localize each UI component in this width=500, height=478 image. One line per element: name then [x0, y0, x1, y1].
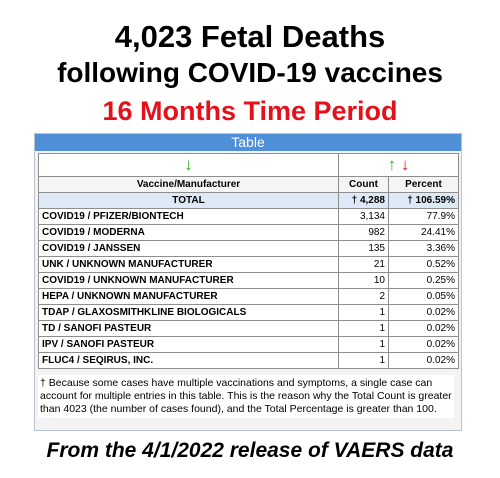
percent-cell: 0.02%	[387, 304, 460, 321]
vaccine-name-cell: UNK / UNKNOWN MANUFACTURER	[38, 256, 339, 273]
total-count: † 4,288	[338, 192, 389, 209]
count-cell: 10	[338, 272, 389, 289]
sort-down-arrow-icon[interactable]: ↓	[400, 155, 410, 174]
table-row: TD / SANOFI PASTEUR 1 0.02%	[38, 320, 460, 337]
vaccine-name-cell: TD / SANOFI PASTEUR	[38, 320, 339, 337]
vaccine-name-cell: COVID19 / MODERNA	[38, 224, 339, 241]
percent-cell: 0.25%	[387, 272, 460, 289]
percent-cell: 0.52%	[387, 256, 460, 273]
count-cell: 3,134	[338, 208, 389, 225]
table-row: UNK / UNKNOWN MANUFACTURER 21 0.52%	[38, 256, 460, 273]
source-footer: From the 4/1/2022 release of VAERS data	[46, 439, 454, 462]
vaccine-name-cell: TDAP / GLAXOSMITHKLINE BIOLOGICALS	[38, 304, 339, 321]
count-sort-cell: ↑ ↓	[337, 153, 460, 177]
vaccine-name-cell: HEPA / UNKNOWN MANUFACTURER	[38, 288, 339, 305]
table-row: FLUC4 / SEQIRUS, INC. 1 0.02%	[38, 352, 460, 369]
table-footnote: † Because some cases have multiple vacci…	[38, 375, 454, 418]
vaccine-results-table: ↓ ↑ ↓ Vaccine/Manufacturer Count Percent…	[38, 153, 460, 369]
percent-cell: 3.36%	[387, 240, 460, 257]
table-row: HEPA / UNKNOWN MANUFACTURER 2 0.05%	[38, 288, 460, 305]
count-cell: 21	[338, 256, 389, 273]
table-row: COVID19 / PFIZER/BIONTECH 3,134 77.9%	[38, 208, 460, 225]
sort-down-arrow-icon[interactable]: ↓	[184, 155, 193, 174]
table-row: COVID19 / JANSSEN 135 3.36%	[38, 240, 460, 257]
headline-title: 4,023 Fetal Deaths	[114, 19, 386, 54]
vaccine-sort-cell[interactable]: ↓	[38, 153, 339, 177]
vaccine-name-cell: COVID19 / JANSSEN	[38, 240, 339, 257]
sort-up-arrow-icon[interactable]: ↑	[387, 155, 397, 174]
count-cell: 1	[338, 352, 389, 369]
results-table-panel: Table ↓ ↑ ↓ Vaccine/Manufacturer Count P…	[34, 133, 462, 431]
table-row: COVID19 / UNKNOWN MANUFACTURER 10 0.25%	[38, 272, 460, 289]
count-cell: 1	[338, 304, 389, 321]
percent-cell: 0.05%	[387, 288, 460, 305]
sort-arrows-row: ↓ ↑ ↓	[38, 153, 460, 177]
percent-cell: 24.41%	[387, 224, 460, 241]
table-row: COVID19 / MODERNA 982 24.41%	[38, 224, 460, 241]
vaccine-name-cell: FLUC4 / SEQIRUS, INC.	[38, 352, 339, 369]
percent-cell: 77.9%	[387, 208, 460, 225]
count-cell: 982	[338, 224, 389, 241]
count-cell: 1	[338, 320, 389, 337]
total-row: TOTAL † 4,288 † 106.59%	[38, 192, 460, 209]
percent-cell: 0.02%	[387, 352, 460, 369]
total-percent: † 106.59%	[387, 192, 460, 209]
table-caption: Table	[35, 134, 461, 151]
table-row: TDAP / GLAXOSMITHKLINE BIOLOGICALS 1 0.02%	[38, 304, 460, 321]
headline-subtitle: following COVID-19 vaccines	[57, 57, 443, 88]
table-row: IPV / SANOFI PASTEUR 1 0.02%	[38, 336, 460, 353]
count-cell: 1	[338, 336, 389, 353]
headline-period: 16 Months Time Period	[102, 96, 398, 126]
table-header-row: Vaccine/Manufacturer Count Percent	[38, 176, 460, 193]
count-cell: 135	[338, 240, 389, 257]
percent-column-header[interactable]: Percent	[387, 176, 460, 193]
vaccine-column-header[interactable]: Vaccine/Manufacturer	[38, 176, 339, 193]
percent-cell: 0.02%	[387, 336, 460, 353]
count-column-header[interactable]: Count	[338, 176, 389, 193]
percent-cell: 0.02%	[387, 320, 460, 337]
vaccine-name-cell: COVID19 / PFIZER/BIONTECH	[38, 208, 339, 225]
count-cell: 2	[338, 288, 389, 305]
vaccine-name-cell: IPV / SANOFI PASTEUR	[38, 336, 339, 353]
vaccine-name-cell: COVID19 / UNKNOWN MANUFACTURER	[38, 272, 339, 289]
total-label: TOTAL	[38, 192, 339, 209]
